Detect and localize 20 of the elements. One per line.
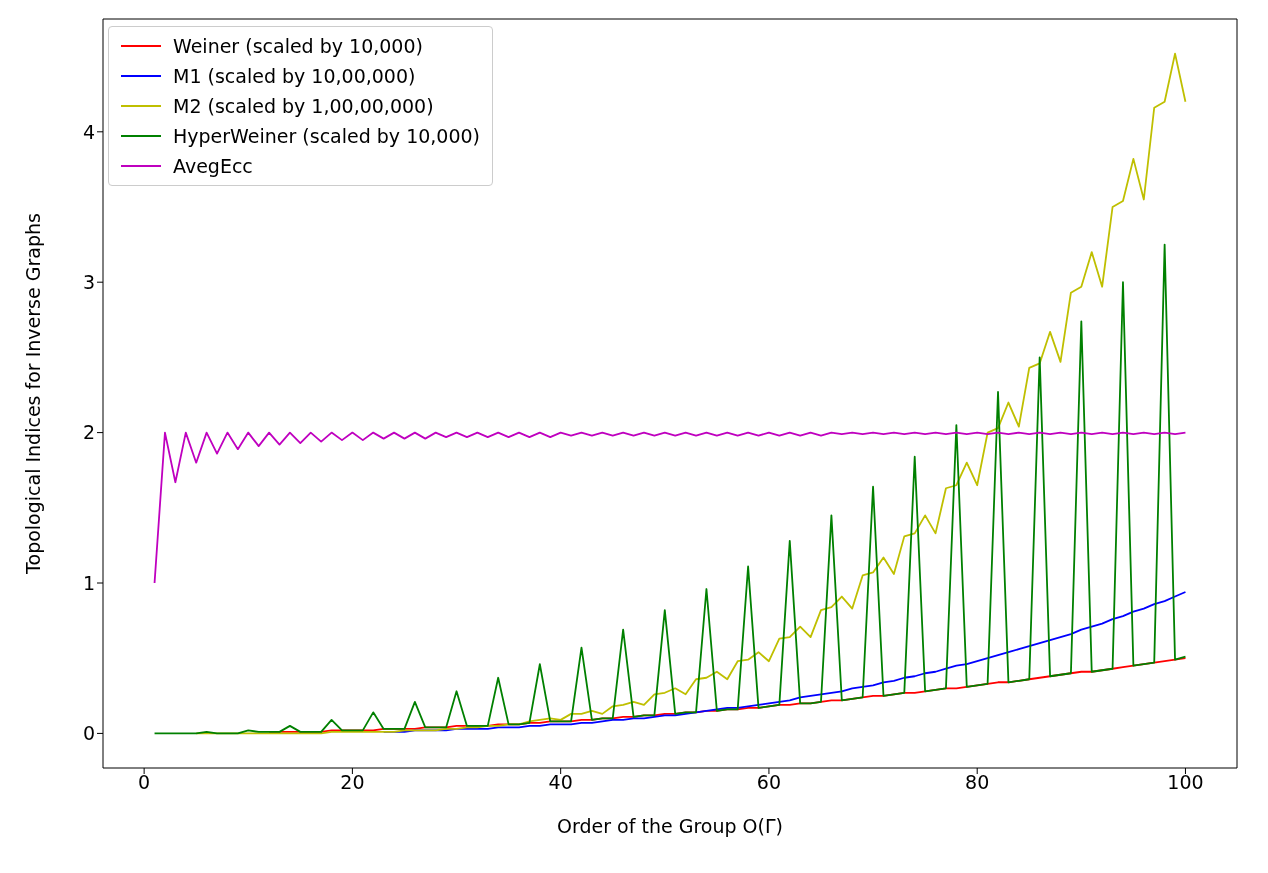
legend-label: HyperWeiner (scaled by 10,000) xyxy=(173,124,481,149)
x-tick-label: 40 xyxy=(548,771,573,794)
x-tick-label: 100 xyxy=(1167,771,1204,794)
x-tick-label: 60 xyxy=(756,771,782,794)
y-tick-label: 1 xyxy=(82,571,95,594)
legend-label: Weiner (scaled by 10,000) xyxy=(173,34,423,59)
y-tick-label: 4 xyxy=(82,120,95,143)
x-tick-label: 20 xyxy=(340,771,365,794)
y-tick-label: 3 xyxy=(82,270,95,293)
legend-label: M2 (scaled by 1,00,00,000) xyxy=(173,94,434,119)
legend-label: AvegEcc xyxy=(173,154,253,179)
x-tick-label: 80 xyxy=(965,771,990,794)
y-axis-title: Topological Indices for Inverse Graphs xyxy=(21,213,44,575)
legend-label: M1 (scaled by 10,00,000) xyxy=(173,64,416,89)
y-tick-label: 2 xyxy=(82,421,95,444)
line-series xyxy=(153,431,1187,584)
x-tick-label: 0 xyxy=(138,771,151,794)
x-axis-title: Order of the Group O(Γ) xyxy=(557,815,783,837)
y-tick-label: 0 xyxy=(82,722,95,745)
line-series xyxy=(153,243,1187,735)
